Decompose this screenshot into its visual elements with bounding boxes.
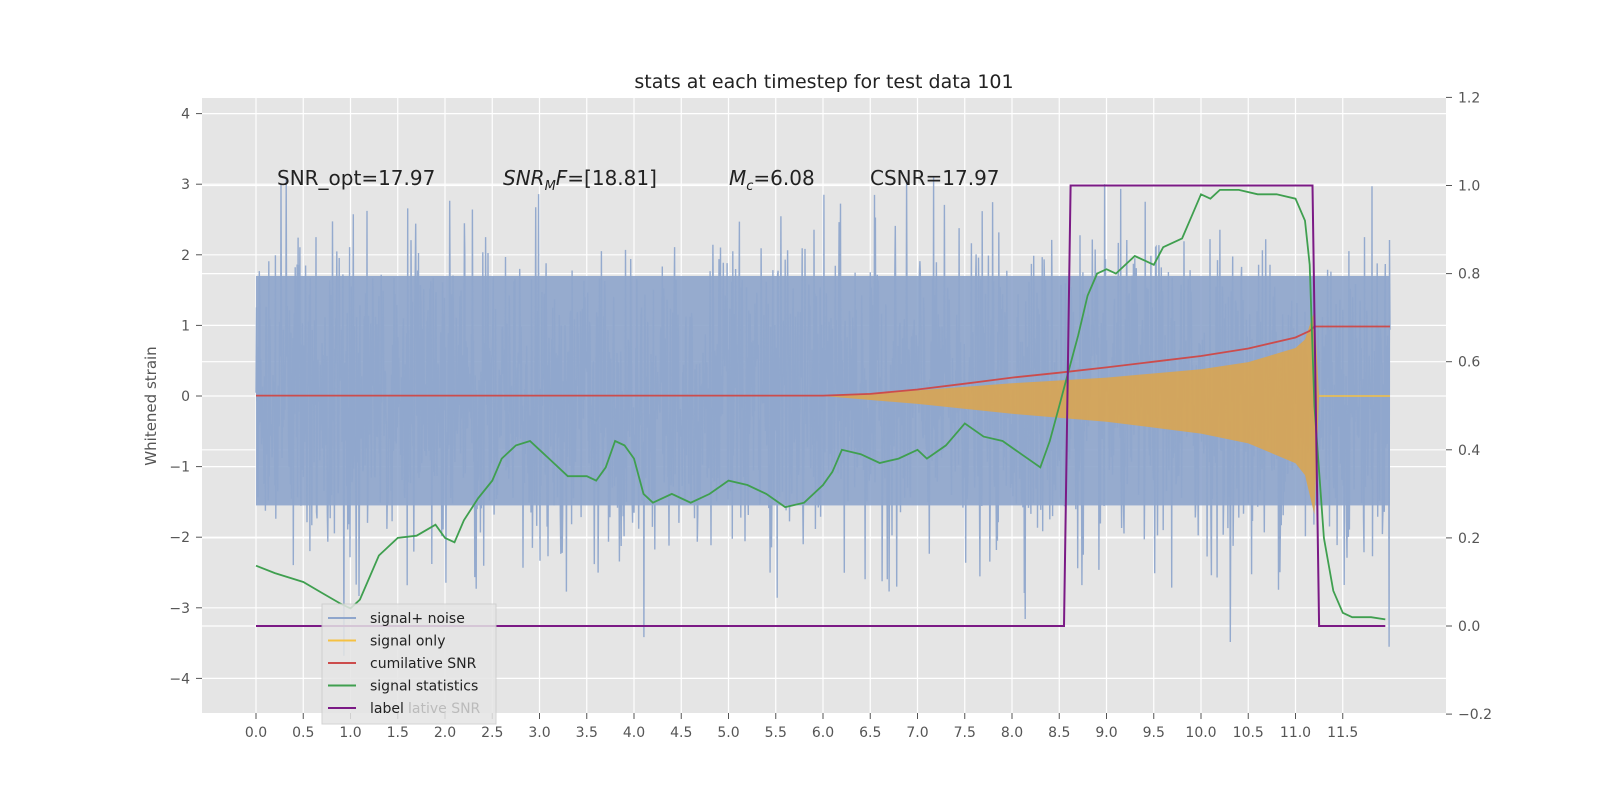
y-tick-label: 1 <box>181 318 190 334</box>
x-tick-label: 0.5 <box>292 725 314 741</box>
series-lines <box>255 184 1390 627</box>
legend-label: label <box>370 701 404 717</box>
x-tick-label: 10.0 <box>1185 725 1216 741</box>
y-right-tick-label: 1.0 <box>1458 179 1480 195</box>
y-tick-label: 3 <box>181 177 190 193</box>
y-right-tick-label: −0.2 <box>1458 707 1492 723</box>
x-tick-label: 1.5 <box>387 725 409 741</box>
x-tick-label: 0.0 <box>245 725 267 741</box>
x-tick-label: 9.0 <box>1095 725 1117 741</box>
y-right-tick-label: 1.2 <box>1458 90 1480 106</box>
y-tick-label: −2 <box>169 530 190 546</box>
series-signal-statistics <box>255 188 1386 621</box>
y-right-tick-label: 0.6 <box>1458 355 1480 371</box>
annotations: SNR_opt=17.97 SNRMF=[18.81] Mc=6.08 CSNR… <box>277 166 1000 194</box>
annotation-snr-mf-rest: F <box>556 166 568 190</box>
x-tick-label: 7.0 <box>906 725 928 741</box>
axes: 0.0 0.5 1.0 1.5 2.0 2.5 3.0 3.5 4.0 4.5 5.0 5.5 6.0 6… <box>169 90 1492 741</box>
annotation-mc-base: M <box>729 166 746 190</box>
legend-label: signal only <box>370 634 445 650</box>
annotation-mc-sub: c <box>746 179 753 194</box>
annotation-snr-mf-sub: M <box>545 179 556 194</box>
chart-title: stats at each timestep for test data 101 <box>634 71 1013 93</box>
y-tick-label: 4 <box>181 107 190 123</box>
x-tick-label: 8.0 <box>1001 725 1023 741</box>
signal-only-envelope <box>823 311 1390 515</box>
series-cumilative-snr <box>256 325 1390 397</box>
x-tick-label: 8.5 <box>1048 725 1070 741</box>
legend-label: signal+ noise <box>370 611 465 627</box>
series-signal-only <box>823 311 1390 515</box>
x-tick-label: 4.5 <box>670 725 692 741</box>
x-tick-label: 10.5 <box>1233 725 1264 741</box>
x-tick-label: 6.0 <box>812 725 834 741</box>
x-tick-label: 2.0 <box>434 725 456 741</box>
legend-ghost-text: lative SNR <box>408 701 481 717</box>
x-tick-label: 5.0 <box>717 725 739 741</box>
x-tick-label: 11.5 <box>1327 725 1358 741</box>
y-right-tick-label: 0.0 <box>1458 619 1480 635</box>
y-tick-label: −3 <box>169 601 190 617</box>
x-tick-label: 4.0 <box>623 725 645 741</box>
x-tick-label: 5.5 <box>765 725 787 741</box>
y-right-tick-label: 0.4 <box>1458 443 1480 459</box>
y-tick-label: 2 <box>181 248 190 264</box>
x-tick-label: 11.0 <box>1280 725 1311 741</box>
legend-label: cumilative SNR <box>370 656 477 672</box>
x-tick-label: 3.0 <box>528 725 550 741</box>
x-tick-label: 2.5 <box>481 725 503 741</box>
annotation-snr-mf-base: SNR <box>503 166 545 190</box>
legend-label: signal statistics <box>370 679 478 695</box>
x-tick-label: 7.5 <box>954 725 976 741</box>
y-tick-label: −4 <box>169 671 190 687</box>
y-axis-label: Whitened strain <box>142 346 160 465</box>
x-tick-label: 6.5 <box>859 725 881 741</box>
y-tick-label: −1 <box>169 460 190 476</box>
annotation-snr-mf: SNRMF=[18.81] <box>503 166 657 194</box>
annotation-snr-opt: SNR_opt=17.97 <box>277 166 435 190</box>
annotation-csnr: CSNR=17.97 <box>870 166 1000 190</box>
x-tick-label: 3.5 <box>576 725 598 741</box>
y-tick-label: 0 <box>181 389 190 405</box>
x-tick-label: 1.0 <box>339 725 361 741</box>
legend: signal+ noise signal only cumilative SNR si… <box>321 603 497 725</box>
series-label <box>256 184 1386 627</box>
y-right-tick-label: 0.2 <box>1458 531 1480 547</box>
annotation-mc: Mc=6.08 <box>729 166 815 194</box>
x-tick-label: 9.5 <box>1143 725 1165 741</box>
annotation-mc-value: =6.08 <box>753 166 814 190</box>
annotation-snr-mf-value: =[18.81] <box>567 166 657 190</box>
y-right-tick-label: 0.8 <box>1458 267 1480 283</box>
